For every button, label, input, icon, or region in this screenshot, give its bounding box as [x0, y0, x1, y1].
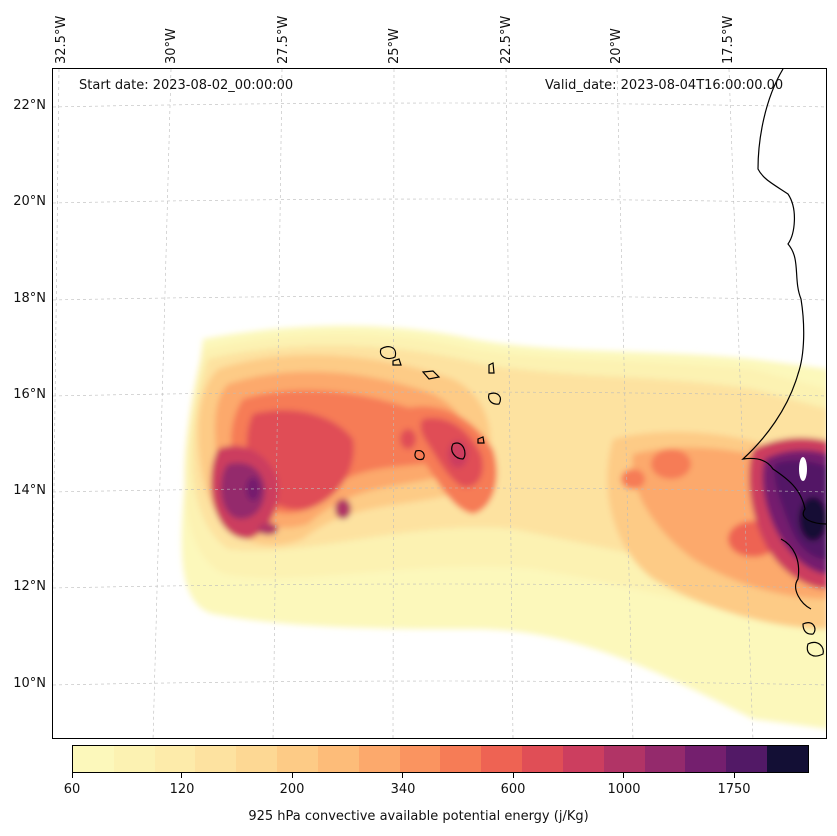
colorbar-label-600: 600: [500, 782, 526, 797]
coastlines: [379, 69, 826, 657]
lat-label-22n: 22°N: [13, 98, 46, 113]
colorbar-swatch-7: [358, 746, 400, 772]
colorbar-swatch-8: [399, 746, 441, 772]
colorbar-tick-600: [513, 773, 514, 778]
lon-label-32-5w: 32.5°W: [54, 15, 69, 64]
colorbar-swatch-3: [195, 746, 237, 772]
colorbar-swatch-10: [481, 746, 523, 772]
colorbar-swatch-14: [644, 746, 686, 772]
cape-shading: [181, 325, 826, 729]
lat-label-20n: 20°N: [13, 194, 46, 209]
colorbar-swatch-16: [726, 746, 768, 772]
colorbar-swatch-0: [73, 746, 114, 772]
valid-date-label: Valid_date: 2023-08-04T16:00:00.00: [545, 78, 784, 93]
cape-field-map: [53, 69, 826, 738]
lon-label-30w: 30°W: [164, 28, 179, 64]
lon-label-17-5w: 17.5°W: [721, 15, 736, 64]
colorbar-tick-200: [292, 773, 293, 778]
lat-label-16n: 16°N: [13, 387, 46, 402]
colorbar-swatch-5: [277, 746, 318, 772]
colorbar-label-1000: 1000: [607, 782, 641, 797]
colorbar-tick-340: [402, 773, 403, 778]
colorbar-swatch-2: [154, 746, 196, 772]
colorbar-swatch-17: [767, 746, 808, 772]
map-panel: [52, 68, 827, 739]
no-data-patch: [799, 457, 807, 481]
graticule: [53, 69, 826, 738]
colorbar-tick-120: [181, 773, 182, 778]
lat-label-10n: 10°N: [13, 676, 46, 691]
lon-label-27-5w: 27.5°W: [276, 15, 291, 64]
colorbar-title: 925 hPa convective available potential e…: [248, 809, 589, 824]
lat-label-18n: 18°N: [13, 291, 46, 306]
colorbar-tick-60: [72, 773, 73, 778]
colorbar-label-120: 120: [169, 782, 195, 797]
lat-label-12n: 12°N: [13, 579, 46, 594]
lon-label-20w: 20°W: [609, 28, 624, 64]
colorbar-swatch-15: [685, 746, 727, 772]
colorbar-swatch-13: [603, 746, 645, 772]
colorbar-swatch-6: [317, 746, 359, 772]
colorbar-swatch-9: [440, 746, 482, 772]
colorbar-swatch-1: [113, 746, 155, 772]
colorbar-label-200: 200: [279, 782, 305, 797]
lat-label-14n: 14°N: [13, 483, 46, 498]
lon-label-22-5w: 22.5°W: [499, 15, 514, 64]
colorbar-tick-1000: [623, 773, 624, 778]
colorbar-label-60: 60: [63, 782, 81, 797]
colorbar: [72, 745, 809, 773]
colorbar-swatch-11: [522, 746, 563, 772]
colorbar-label-340: 340: [390, 782, 416, 797]
colorbar-swatch-4: [236, 746, 278, 772]
colorbar-swatch-12: [562, 746, 604, 772]
colorbar-label-1750: 1750: [717, 782, 751, 797]
lon-label-25w: 25°W: [387, 28, 402, 64]
start-date-label: Start date: 2023-08-02_00:00:00: [79, 78, 294, 93]
colorbar-tick-1750: [734, 773, 735, 778]
